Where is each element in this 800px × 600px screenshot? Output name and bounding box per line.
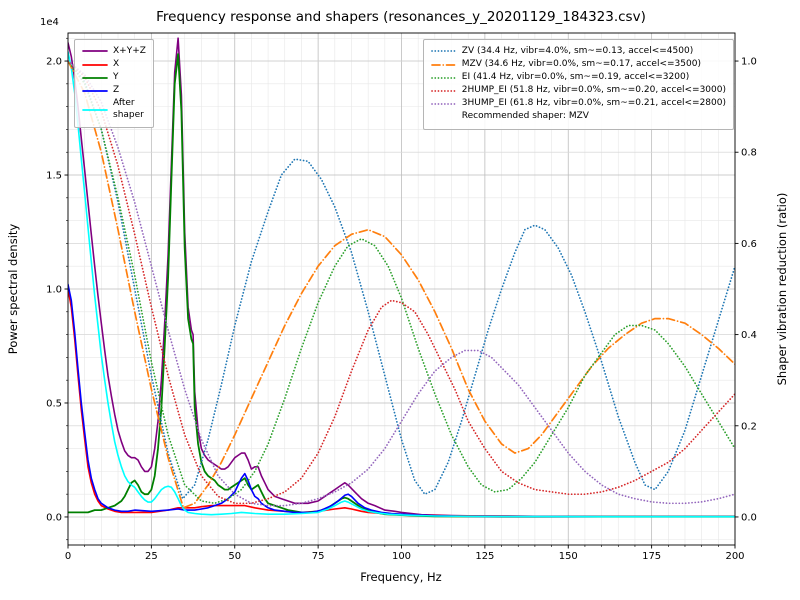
legend-psd: X+Y+Z X Y Z After shaper <box>74 39 154 129</box>
x-tick-label: 200 <box>725 551 744 562</box>
legend-swatch-icon <box>82 90 108 92</box>
series-2hump-ei <box>68 60 735 505</box>
y-left-tick-label: 0.0 <box>46 512 62 523</box>
legend-swatch-icon <box>430 50 457 53</box>
legend-entry-label: 3HUMP_EI (61.8 Hz, vibr=0.0%, sm~=0.21, … <box>461 98 726 109</box>
series-3hump-ei <box>68 60 735 507</box>
legend-swatch-icon <box>82 76 108 79</box>
legend-entry-label: After shaper <box>113 98 144 120</box>
legend-entry-label: MZV (34.6 Hz, vibr=0.0%, sm~=0.17, accel… <box>461 58 701 69</box>
y-left-tick-label: 1.5 <box>46 171 62 182</box>
legend-entry: 3HUMP_EI (61.8 Hz, vibr=0.0%, sm~=0.21, … <box>430 98 726 110</box>
chart-title: Frequency response and shapers (resonanc… <box>156 9 646 25</box>
x-tick-label: 175 <box>642 551 661 562</box>
y-right-tick-label: 0.8 <box>741 148 757 159</box>
legend-entry: Y <box>82 72 146 84</box>
legend-swatch-icon <box>82 50 108 53</box>
x-tick-label: 150 <box>559 551 578 562</box>
y-axis-label-right: Shaper vibration reduction (ratio) <box>775 193 789 386</box>
legend-entry: X+Y+Z <box>82 46 146 58</box>
legend-entry-label: 2HUMP_EI (51.8 Hz, vibr=0.0%, sm~=0.20, … <box>461 85 726 96</box>
series-zv <box>68 60 735 500</box>
x-tick-label: 25 <box>145 551 158 562</box>
y-right-tick-label: 1.0 <box>741 57 757 68</box>
x-tick-label: 100 <box>392 551 411 562</box>
series-y <box>68 53 735 518</box>
legend-swatch-icon <box>82 63 108 66</box>
legend-entry: EI (41.4 Hz, vibr=0.0%, sm~=0.19, accel<… <box>430 71 726 84</box>
x-tick-label: 0 <box>65 551 71 562</box>
legend-entry-label: EI (41.4 Hz, vibr=0.0%, sm~=0.19, accel<… <box>461 71 690 82</box>
y-axis-offset-label: 1e4 <box>40 17 59 28</box>
x-tick-label: 125 <box>475 551 494 562</box>
x-tick-label: 50 <box>228 551 241 562</box>
series-x-y-z <box>68 37 735 518</box>
series-group <box>68 37 735 518</box>
y-right-tick-label: 0.0 <box>741 512 757 523</box>
axes-group: 0 25 50 75 100 125 150 175 200 0.0 0.5 1.0 1.5 2.0 0.0… <box>46 32 757 562</box>
legend-entry-label: ZV (34.4 Hz, vibr=4.0%, sm~=0.13, accel<… <box>461 45 694 56</box>
series-z <box>68 283 735 518</box>
legend-swatch-icon <box>430 76 457 79</box>
y-left-tick-label: 2.0 <box>46 57 62 68</box>
legend-entry-label: X+Y+Z <box>113 45 146 56</box>
y-right-tick-label: 0.4 <box>741 330 757 341</box>
y-right-tick-label: 0.2 <box>741 421 757 432</box>
y-right-tick-label: 0.6 <box>741 239 757 250</box>
series-mzv <box>68 60 735 509</box>
legend-entry-label: Z <box>113 85 120 96</box>
series-after-shaper <box>68 51 735 518</box>
legend-entry-label: Y <box>113 71 119 82</box>
legend-entry: Z <box>82 85 146 97</box>
legend-shapers: ZV (34.4 Hz, vibr=4.0%, sm~=0.13, accel<… <box>422 39 734 130</box>
legend-entry-label: X <box>113 58 120 69</box>
legend-swatch-icon <box>430 90 457 92</box>
legend-swatch-icon <box>430 103 457 105</box>
y-left-tick-label: 0.5 <box>46 398 62 409</box>
x-axis-label: Frequency, Hz <box>360 570 441 584</box>
legend-entry: MZV (34.6 Hz, vibr=0.0%, sm~=0.17, accel… <box>430 58 726 71</box>
y-left-tick-label: 1.0 <box>46 285 62 296</box>
x-tick-label: 75 <box>312 551 325 562</box>
y-axis-label-left: Power spectral density <box>6 224 20 355</box>
legend-entry: X <box>82 59 146 71</box>
legend-swatch-icon <box>430 63 457 66</box>
legend-entry: ZV (34.4 Hz, vibr=4.0%, sm~=0.13, accel<… <box>430 45 726 58</box>
legend-entry: 2HUMP_EI (51.8 Hz, vibr=0.0%, sm~=0.20, … <box>430 85 726 97</box>
legend-note-row: Recommended shaper: MZV <box>431 111 726 123</box>
series-ei <box>68 60 735 505</box>
legend-entry: After shaper <box>82 98 146 121</box>
legend-swatch-icon <box>82 109 108 111</box>
recommended-shaper-note: Recommended shaper: MZV <box>461 111 589 122</box>
